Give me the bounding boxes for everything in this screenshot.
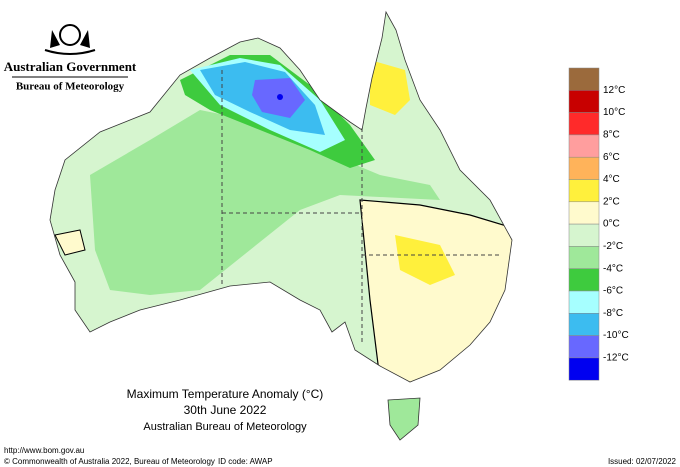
legend-swatch bbox=[568, 357, 600, 381]
legend-label: 4°C bbox=[603, 174, 620, 185]
legend-swatch bbox=[568, 134, 600, 158]
legend-swatch bbox=[568, 179, 600, 203]
map-date: 30th June 2022 bbox=[184, 403, 267, 417]
legend-swatch bbox=[568, 112, 600, 136]
legend-swatch bbox=[568, 290, 600, 314]
legend-label: -4°C bbox=[603, 263, 623, 274]
issued: Issued: 02/07/2022 bbox=[608, 457, 677, 466]
legend-swatch bbox=[568, 246, 600, 269]
map-title: Maximum Temperature Anomaly (°C) bbox=[127, 387, 324, 401]
legend-label: -6°C bbox=[603, 286, 623, 297]
bureau: Bureau of Meteorology bbox=[16, 81, 125, 93]
legend-label: 8°C bbox=[603, 130, 620, 141]
legend-swatch bbox=[568, 268, 600, 292]
map-source: Australian Bureau of Meteorology bbox=[143, 421, 307, 433]
legend-label: -2°C bbox=[603, 241, 623, 252]
agency: Australian Government bbox=[4, 59, 137, 74]
legend-label: 6°C bbox=[603, 152, 620, 163]
id-code: ID code: AWAP bbox=[218, 457, 273, 466]
coastline bbox=[49, 10, 513, 441]
url: http://www.bom.gov.au bbox=[4, 446, 84, 455]
legend-label: -12°C bbox=[603, 353, 629, 364]
legend-swatch bbox=[568, 313, 600, 336]
legend-label: -8°C bbox=[603, 308, 623, 319]
legend: 12°C 10°C 8°C 6°C 4°C 2°C 0°C -2°C -4°C -6°C -8°C -… bbox=[568, 67, 629, 381]
legend-label: 0°C bbox=[603, 219, 620, 230]
legend-label: 12°C bbox=[603, 85, 625, 96]
legend-swatch bbox=[568, 201, 600, 225]
legend-label: 2°C bbox=[603, 196, 620, 207]
state-borders bbox=[221, 70, 500, 345]
legend-swatch bbox=[568, 223, 600, 247]
legend-swatch bbox=[568, 90, 600, 113]
legend-swatch bbox=[568, 67, 600, 91]
legend-swatch bbox=[568, 156, 600, 180]
legend-label: -10°C bbox=[603, 330, 629, 341]
legend-swatch bbox=[568, 335, 600, 359]
copyright: © Commonwealth of Australia 2022, Bureau… bbox=[4, 457, 215, 466]
legend-label: 10°C bbox=[603, 107, 625, 118]
logo bbox=[44, 24, 96, 55]
